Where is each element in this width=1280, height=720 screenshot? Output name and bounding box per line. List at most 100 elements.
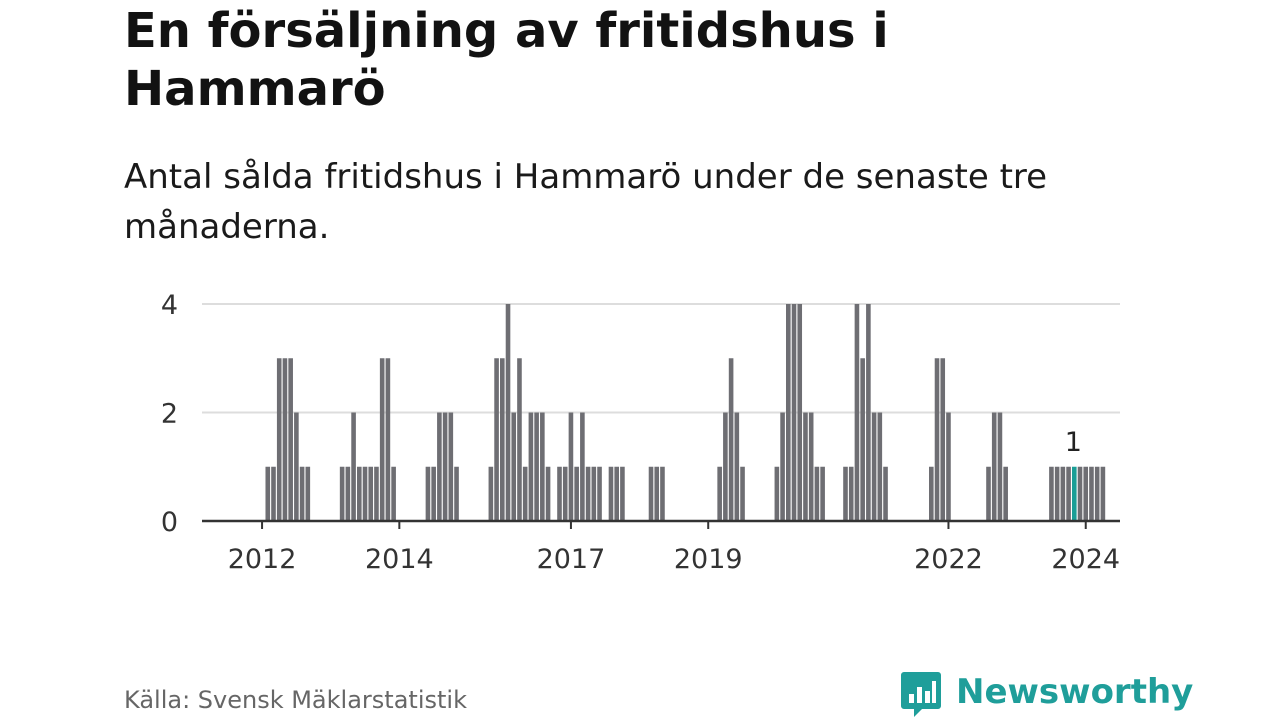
- bar: [1089, 466, 1094, 521]
- bar: [379, 358, 385, 521]
- y-tick-label: 4: [161, 290, 178, 321]
- bar: [608, 466, 614, 521]
- bar: [288, 358, 293, 521]
- bar: [797, 304, 803, 521]
- bar: [814, 466, 820, 521]
- bar: [883, 466, 888, 521]
- bar: [786, 304, 791, 521]
- gridlines: [202, 303, 1120, 414]
- bar: [620, 466, 625, 521]
- bar: [437, 412, 442, 521]
- bar: [740, 466, 745, 521]
- bar: [717, 466, 722, 521]
- bar: [866, 304, 871, 521]
- bar: [374, 466, 379, 521]
- bar: [568, 412, 574, 521]
- bar: [494, 358, 499, 521]
- bar: [528, 412, 534, 521]
- bar: [345, 466, 351, 521]
- bar: [774, 466, 780, 521]
- bar: [591, 466, 597, 521]
- bar: [1066, 466, 1071, 521]
- axes: [202, 519, 1120, 529]
- bar: [442, 412, 448, 521]
- bar: [391, 466, 396, 521]
- bar: [580, 412, 585, 521]
- bar: [843, 466, 848, 521]
- bar: [271, 466, 276, 521]
- bar: [723, 412, 728, 521]
- bar: [351, 412, 356, 521]
- x-tick-label: 2019: [674, 544, 743, 575]
- bar: [1054, 466, 1060, 521]
- bar: [940, 358, 946, 521]
- bar: [448, 412, 454, 521]
- bar-highlight: [1072, 466, 1077, 521]
- bar: [986, 466, 991, 521]
- x-tick-label: 2014: [365, 544, 434, 575]
- source-note: Källa: Svensk Mäklarstatistik: [124, 686, 467, 714]
- y-tick-label: 0: [161, 507, 178, 538]
- bar: [517, 358, 522, 521]
- bar: [946, 412, 951, 521]
- bar: [557, 466, 562, 521]
- bar: [299, 466, 305, 521]
- bar: [877, 412, 883, 521]
- bar: [511, 412, 517, 521]
- bar: [505, 304, 511, 521]
- bar: [276, 358, 282, 521]
- bar: [282, 358, 288, 521]
- chart-title: En försäljning av fritidshus i Hammarö: [124, 3, 889, 117]
- bars: [265, 304, 1106, 521]
- bar: [585, 466, 591, 521]
- bar: [660, 466, 665, 521]
- bar: [934, 358, 940, 521]
- bar: [357, 466, 362, 521]
- x-tick-label: 2017: [537, 544, 606, 575]
- bar: [431, 466, 436, 521]
- bar: [614, 466, 619, 521]
- newsworthy-bar-chart-icon: [901, 672, 941, 717]
- labels: 0 2 4 2012 2014 2017 2019 2022 2024 1: [161, 290, 1120, 575]
- bar: [368, 466, 374, 521]
- bar: [385, 358, 391, 521]
- bar: [848, 466, 854, 521]
- bar: [1100, 466, 1106, 521]
- bar: [488, 466, 494, 521]
- bar: [820, 466, 825, 521]
- y-tick-label: 2: [161, 399, 178, 430]
- bar: [1077, 466, 1083, 521]
- bar: [803, 412, 808, 521]
- bar: [808, 412, 814, 521]
- bar: [540, 412, 545, 521]
- bar: [454, 466, 459, 521]
- x-tick-label: 2024: [1051, 544, 1120, 575]
- bar: [1003, 466, 1008, 521]
- bar: [654, 466, 660, 521]
- bar: [648, 466, 654, 521]
- bar: [597, 466, 602, 521]
- bar: [997, 412, 1003, 521]
- chart-subtitle: Antal sålda fritidshus i Hammarö under d…: [124, 157, 1048, 247]
- bar-chart: 0 2 4 2012 2014 2017 2019 2022 2024 1: [161, 290, 1120, 575]
- bar: [362, 466, 368, 521]
- bar: [339, 466, 345, 521]
- newsworthy-logo: Newsworthy: [900, 670, 1193, 720]
- bar: [1060, 466, 1066, 521]
- bar: [991, 412, 997, 521]
- bar: [522, 466, 528, 521]
- bar: [871, 412, 877, 521]
- bar: [574, 466, 579, 521]
- bar: [734, 412, 740, 521]
- bar: [265, 466, 271, 521]
- bar: [1083, 466, 1089, 521]
- logo-text: Newsworthy: [956, 672, 1194, 712]
- highlight-data-label: 1: [1065, 427, 1082, 458]
- bar: [860, 358, 865, 521]
- bar: [562, 466, 568, 521]
- bar: [425, 466, 431, 521]
- x-tick-label: 2022: [914, 544, 983, 575]
- bar: [728, 358, 734, 521]
- bar: [305, 466, 311, 521]
- bar: [534, 412, 539, 521]
